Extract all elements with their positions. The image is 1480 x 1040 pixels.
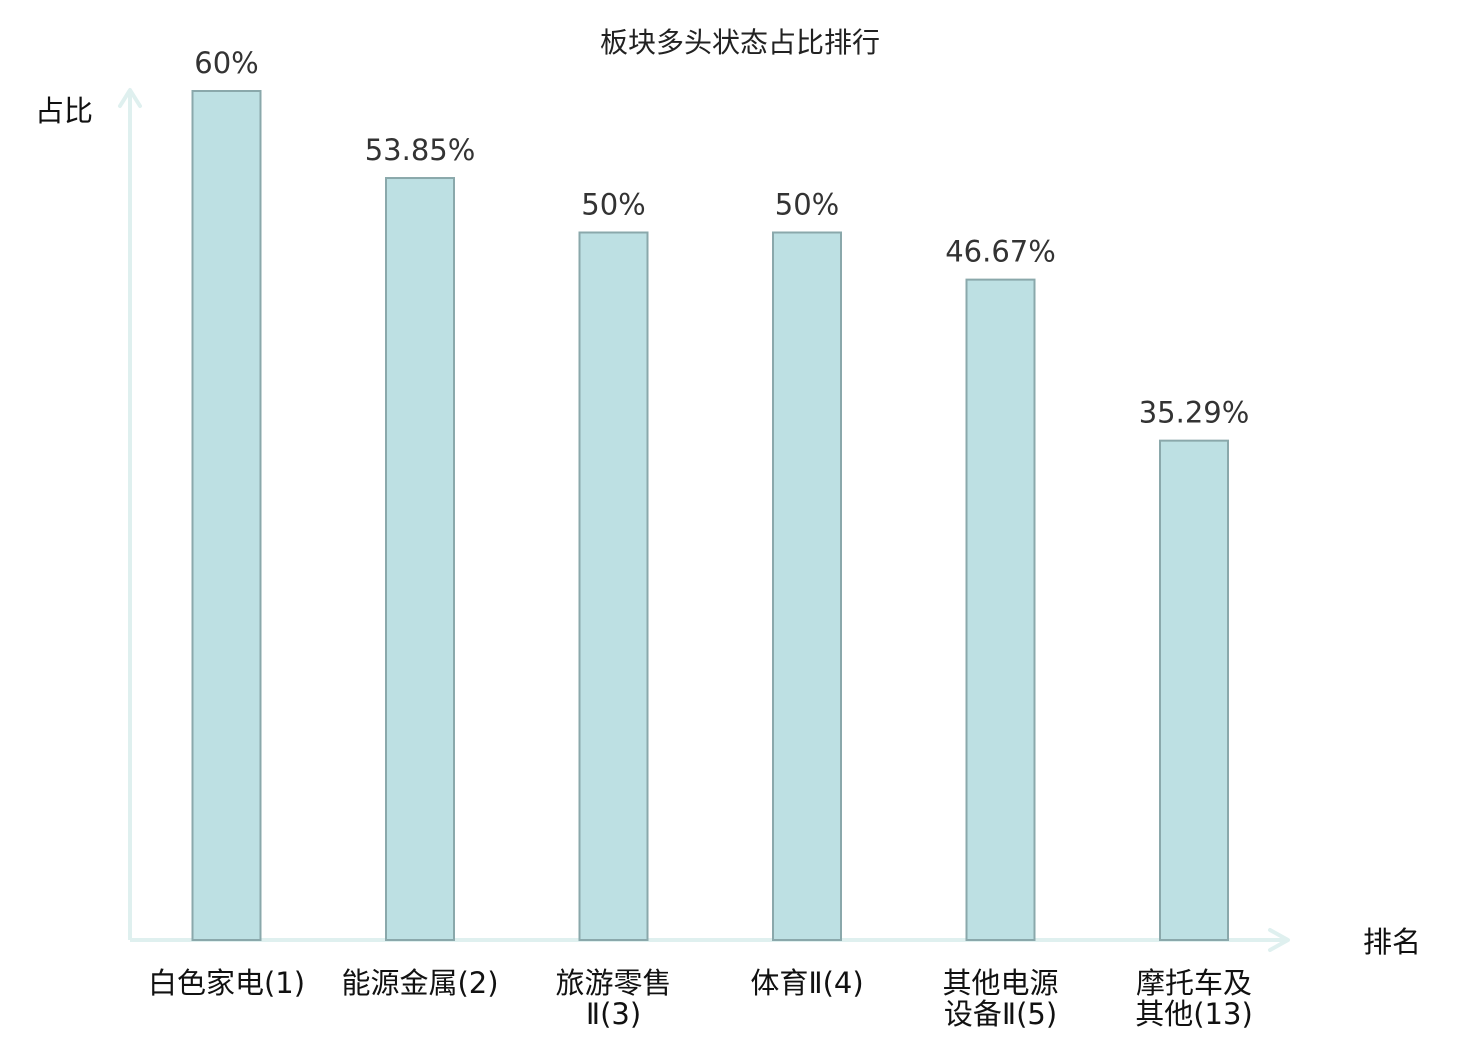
category-label-2: 能源金属(2) <box>341 966 498 1000</box>
bar-3 <box>578 231 649 941</box>
bars-group <box>191 90 1229 941</box>
category-label-line: 设备Ⅱ(5) <box>944 997 1057 1031</box>
bar-6 <box>1159 439 1229 941</box>
category-label-line: Ⅱ(3) <box>586 997 641 1031</box>
value-label-1: 60% <box>194 46 258 80</box>
value-label-3: 50% <box>581 188 645 222</box>
category-label-line: 旅游零售 <box>555 966 671 1000</box>
category-label-1: 白色家电(1) <box>148 966 305 1000</box>
value-label-6: 35.29% <box>1139 396 1250 430</box>
category-label-line: 其他(13) <box>1135 997 1253 1031</box>
value-label-4: 50% <box>775 188 839 222</box>
category-label-3: 旅游零售 Ⅱ(3) <box>555 966 671 1031</box>
x-axis-arrow <box>1268 928 1290 952</box>
category-label-6: 摩托车及其他(13) <box>1135 966 1253 1031</box>
value-label-5: 46.67% <box>945 235 1056 269</box>
category-label-line: 体育Ⅱ(4) <box>750 966 863 1000</box>
category-label-4: 体育Ⅱ(4) <box>750 966 863 1000</box>
category-label-line: 白色家电(1) <box>148 966 305 1000</box>
bar-2 <box>385 177 455 941</box>
bar-1 <box>191 90 262 941</box>
bar-4 <box>772 231 842 941</box>
category-label-line: 其他电源 <box>942 966 1058 1000</box>
y-axis-label: 占比 <box>35 94 93 128</box>
value-labels-group: 60% 53.85% 50% 50% 46.67% 35.29% <box>194 46 1249 430</box>
x-axis-label: 排名 <box>1363 925 1421 959</box>
category-label-line: 摩托车及 <box>1136 966 1252 1000</box>
y-axis-arrow <box>118 88 142 108</box>
chart-title: 板块多头状态占比排行 <box>600 26 880 59</box>
category-label-line: 能源金属(2) <box>341 966 498 1000</box>
category-label-5: 其他电源设备Ⅱ(5) <box>942 966 1058 1031</box>
value-label-2: 53.85% <box>365 133 476 167</box>
category-labels-group: 白色家电(1) 能源金属(2) 旅游零售 Ⅱ(3) 体育Ⅱ(4) 其他电源设备Ⅱ(5) 摩托… <box>148 966 1253 1031</box>
bar-5 <box>965 278 1036 941</box>
